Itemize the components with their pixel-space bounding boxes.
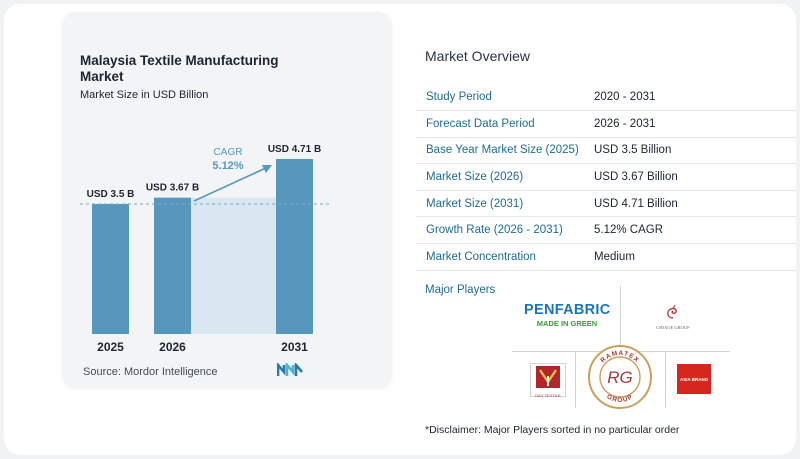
row-key: Growth Rate (2026 - 2031): [416, 216, 586, 245]
ramatex-group-logo: RAMATEX GROUP RG: [588, 345, 652, 409]
row-key: Market Size (2031): [416, 190, 586, 218]
table-row: Market Concentration Medium: [416, 243, 796, 271]
major-players-title: Major Players: [425, 284, 496, 296]
row-value: USD 3.67 Billion: [586, 163, 796, 191]
disclaimer-text: *Disclaimer: Major Players sorted in no …: [425, 424, 680, 436]
row-value: 2026 - 2031: [586, 110, 796, 138]
penfabric-logo-tagline: MADE IN GREEN: [536, 319, 598, 328]
table-row: Base Year Market Size (2025) USD 3.5 Bill…: [416, 137, 796, 165]
source-note: Source: Mordor Intelligence: [83, 366, 218, 378]
table-row: Forecast Data Period 2026 - 2031: [416, 110, 796, 138]
table-row: Study Period 2020 - 2031: [416, 84, 796, 112]
row-value: 5.12% CAGR: [586, 216, 796, 245]
row-key: Study Period: [416, 84, 586, 112]
row-value: USD 4.71 Billion: [586, 190, 796, 218]
seal-bottom-text: GROUP: [605, 393, 634, 404]
red-brand-logo: ASIA BRAND: [677, 364, 711, 394]
table-row: Market Size (2031) USD 4.71 Billion: [416, 190, 796, 218]
players-divider: [665, 352, 666, 408]
market-overview-table: Study Period 2020 - 2031 Forecast Data Pe…: [416, 84, 796, 271]
penfabric-logo-text: PENFABRIC: [524, 302, 611, 318]
mordor-logo-icon: [277, 363, 303, 376]
market-overview-title: Market Overview: [425, 48, 531, 64]
chart-subtitle: Market Size in USD Billion: [80, 89, 209, 101]
dy-textile-logo: D&Y TEXTILE: [530, 363, 566, 398]
table-row: Growth Rate (2026 - 2031) 5.12% CAGR: [416, 216, 796, 245]
row-value: USD 3.5 Billion: [586, 137, 796, 165]
dy-textile-logo-text: D&Y TEXTILE: [535, 393, 561, 398]
chinese-group-logo-text: CHIAOE GROUP: [656, 325, 690, 330]
row-key: Market Concentration: [416, 243, 586, 271]
chart-title: Malaysia Textile Manufacturing Market: [80, 53, 279, 84]
table-row: Market Size (2026) USD 3.67 Billion: [416, 163, 796, 191]
seal-monogram: RG: [607, 368, 633, 387]
row-key: Market Size (2026): [416, 163, 586, 191]
chinese-group-logo: CHIAOE GROUP: [650, 304, 696, 331]
red-brand-logo-text: ASIA BRAND: [679, 376, 709, 382]
seal-inner-ring: [599, 356, 641, 398]
row-key: Forecast Data Period: [416, 110, 586, 138]
players-divider: [620, 286, 621, 346]
row-value: Medium: [586, 243, 796, 271]
penfabric-logo: PENFABRIC MADE IN GREEN: [524, 303, 610, 329]
row-value: 2020 - 2031: [586, 84, 796, 112]
row-key: Base Year Market Size (2025): [416, 137, 586, 165]
players-divider: [575, 352, 576, 408]
textile-mark-icon: [536, 366, 560, 388]
swirl-icon: [667, 304, 677, 319]
